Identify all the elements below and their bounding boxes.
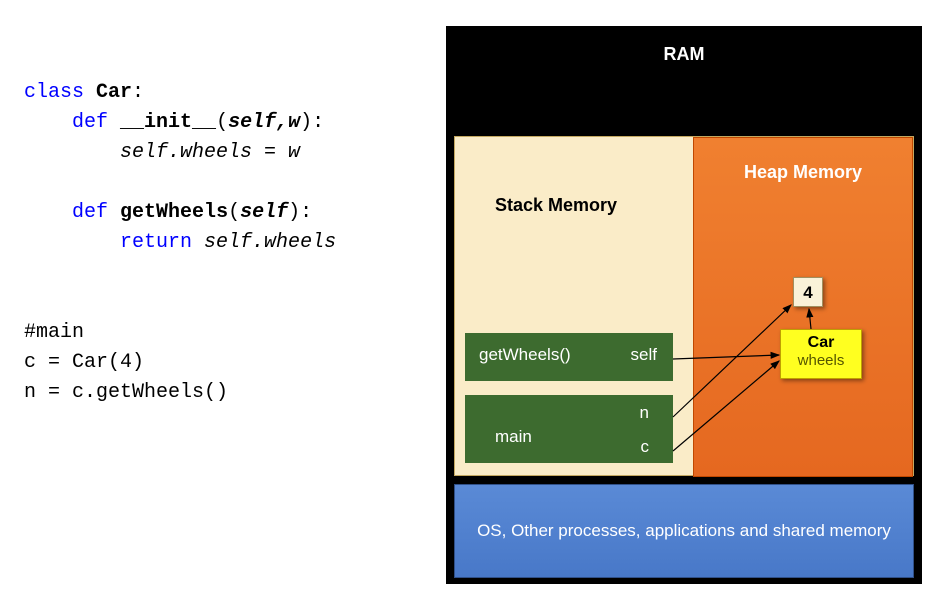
frame-label: getWheels() [479, 345, 571, 365]
os-text: OS, Other processes, applications and sh… [477, 521, 891, 541]
getwheels-params: self [240, 201, 288, 224]
kw-return: return [120, 231, 192, 254]
value-4: 4 [793, 277, 823, 307]
stack-title: Stack Memory [495, 195, 617, 216]
ram-title: RAM [446, 44, 922, 65]
car-title: Car [781, 330, 861, 352]
getwheels-body: self.wheels [204, 231, 336, 254]
main-line1: c = Car(4) [24, 351, 144, 374]
frame-label: main [495, 427, 532, 447]
kw-def: def [72, 111, 108, 134]
init-params: self,w [228, 111, 300, 134]
stack-frame-main: main n c [465, 395, 673, 463]
class-name: Car [96, 81, 132, 104]
frame-var-c: c [641, 437, 650, 457]
frame-var-n: n [640, 403, 649, 423]
car-field: wheels [781, 352, 861, 369]
heap-title: Heap Memory [694, 162, 912, 183]
frame-var-self: self [631, 345, 657, 365]
stack-frame-getwheels: getWheels() self [465, 333, 673, 381]
init-body: self.wheels = w [120, 141, 300, 164]
init-name: __init__ [120, 111, 216, 134]
getwheels-name: getWheels [120, 201, 228, 224]
car-object: Car wheels [780, 329, 862, 379]
code-panel: class Car: def __init__(self,w): self.wh… [24, 78, 424, 408]
os-panel: OS, Other processes, applications and sh… [454, 484, 914, 578]
memory-area: Heap Memory Stack Memory getWheels() sel… [454, 136, 914, 476]
kw-def: def [72, 201, 108, 224]
kw-class: class [24, 81, 84, 104]
main-line2: n = c.getWheels() [24, 381, 228, 404]
comment-main: #main [24, 321, 84, 344]
ram-panel: RAM Heap Memory Stack Memory getWheels()… [446, 26, 922, 584]
